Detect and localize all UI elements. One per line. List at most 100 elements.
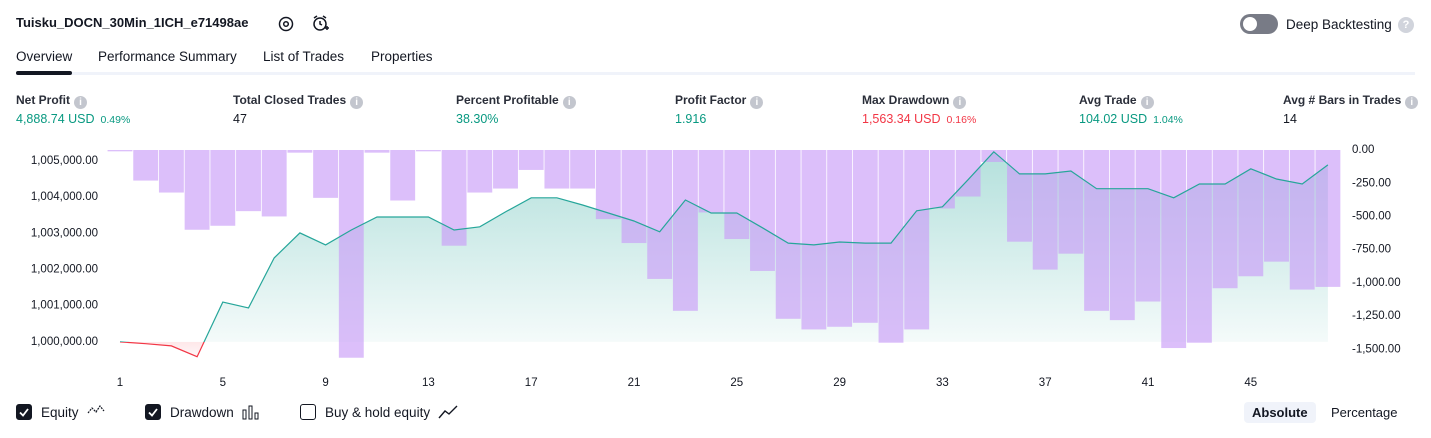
toggle-label: Deep Backtesting [1286, 17, 1392, 32]
x-tick-label: 1 [117, 377, 123, 389]
metric-value-text: 14 [1283, 112, 1297, 126]
legend-label: Buy & hold equity [325, 404, 431, 420]
metric-percent: 1.04% [1153, 114, 1183, 126]
help-icon[interactable]: ? [1398, 17, 1414, 33]
checkbox[interactable] [300, 404, 316, 420]
drawdown-bar [1238, 150, 1264, 277]
drawdown-bar [1315, 150, 1341, 287]
metric-value-text: 1,563.34 USD [862, 112, 941, 126]
metric-percent: 0.49% [100, 114, 131, 126]
y-tick-label: 1,003,000.00 [31, 227, 98, 239]
drawdown-bar [313, 150, 339, 198]
legend-item[interactable]: Buy & hold equity [300, 404, 460, 420]
metric-label: Max Drawdown i [862, 93, 967, 109]
metric-value-text: 1.916 [675, 112, 707, 126]
y-tick-label: 1,005,000.00 [31, 155, 98, 167]
checkbox[interactable] [145, 404, 161, 420]
metric-label-text: Max Drawdown [862, 93, 950, 107]
settings-icon[interactable] [277, 15, 295, 33]
metric-label-text: Total Closed Trades [233, 93, 347, 107]
drawdown-bar [236, 150, 261, 212]
drawdown-bar [672, 150, 698, 311]
drawdown-bar [698, 150, 724, 213]
info-icon[interactable]: i [750, 96, 764, 109]
drawdown-bar [827, 150, 853, 327]
legend-label: Drawdown [170, 404, 234, 420]
y2-tick-label: -750.00 [1352, 244, 1391, 256]
info-icon[interactable]: i [74, 96, 87, 109]
metric-value: 14 [1283, 112, 1297, 126]
tab[interactable]: Performance Summary [98, 49, 237, 64]
x-tick-label: 13 [422, 377, 435, 389]
metric-value-text: 47 [233, 112, 247, 126]
metric-label: Total Closed Trades i [233, 93, 364, 109]
drawdown-bar [261, 150, 287, 217]
y2-tick-label: 0.00 [1352, 144, 1374, 156]
y-tick-label: 1,004,000.00 [31, 191, 98, 203]
info-icon[interactable]: i [350, 96, 364, 109]
tab[interactable]: Overview [16, 49, 73, 64]
metric-label-text: Avg # Bars in Trades [1283, 93, 1402, 107]
metric-value: 4,888.74 USD 0.49% [16, 112, 130, 126]
drawdown-bar [570, 150, 596, 189]
drawdown-bar [390, 150, 416, 201]
drawdown-bar [1264, 150, 1289, 262]
metric-value-text: 104.02 USD [1079, 112, 1148, 126]
drawdown-bar [595, 150, 621, 220]
x-tick-label: 37 [1039, 377, 1052, 389]
y2-tick-label: -250.00 [1352, 177, 1391, 189]
drawdown-bar [801, 150, 827, 330]
metric-value: 1.916 [675, 112, 706, 126]
drawdown-bar [210, 150, 236, 226]
tab[interactable]: List of Trades [263, 49, 345, 64]
drawdown-bar [158, 150, 184, 193]
drawdown-bar [1032, 150, 1058, 270]
info-icon[interactable]: i [1140, 96, 1154, 109]
drawdown-bar [415, 150, 441, 152]
drawdown-bar [1007, 150, 1032, 242]
info-icon[interactable]: i [953, 96, 967, 109]
legend-label: Equity [41, 404, 79, 420]
legend-icon [87, 404, 104, 414]
tab-divider [16, 72, 1415, 75]
check-mark [148, 407, 158, 417]
metric-value: 1,563.34 USD 0.16% [862, 112, 976, 126]
y-tick-label: 1,000,000.00 [31, 336, 98, 348]
drawdown-bar [775, 150, 801, 319]
drawdown-bar [750, 150, 775, 271]
info-icon[interactable]: i [562, 96, 576, 109]
alert-icon[interactable] [311, 14, 330, 33]
mode-button[interactable]: Absolute [1244, 402, 1316, 423]
mode-button[interactable]: Percentage [1331, 405, 1398, 420]
strategy-title: Tuisku_DOCN_30Min_1ICH_e71498ae [16, 15, 249, 30]
metric-label: Net Profit i [16, 93, 87, 109]
legend-item[interactable]: Equity [16, 404, 109, 420]
drawdown-bar [544, 150, 570, 189]
tab[interactable]: Properties [371, 49, 433, 64]
info-icon[interactable]: i [1405, 96, 1419, 109]
y2-tick-label: -1,250.00 [1352, 310, 1401, 322]
metric-value: 38.30% [456, 112, 498, 126]
legend-item[interactable]: Drawdown [145, 404, 264, 420]
checkbox[interactable] [16, 404, 32, 420]
x-tick-label: 29 [833, 377, 846, 389]
drawdown-bar [1109, 150, 1135, 321]
drawdown-bar [107, 150, 133, 152]
deep-backtesting-toggle[interactable] [1240, 14, 1278, 34]
x-tick-label: 45 [1244, 377, 1257, 389]
drawdown-bar [1058, 150, 1084, 254]
drawdown-bar [518, 150, 544, 170]
x-tick-label: 25 [730, 377, 743, 389]
drawdown-bar [621, 150, 647, 244]
metric-value-text: 38.30% [456, 112, 499, 126]
drawdown-bar [1186, 150, 1212, 343]
drawdown-bar [981, 150, 1007, 162]
drawdown-bar [724, 150, 750, 240]
equity-line [119, 150, 1329, 358]
metric-label-text: Profit Factor [675, 93, 747, 107]
toggle-knob [1243, 17, 1257, 31]
metric-value: 104.02 USD 1.04% [1079, 112, 1183, 126]
drawdown-bar [493, 150, 518, 189]
